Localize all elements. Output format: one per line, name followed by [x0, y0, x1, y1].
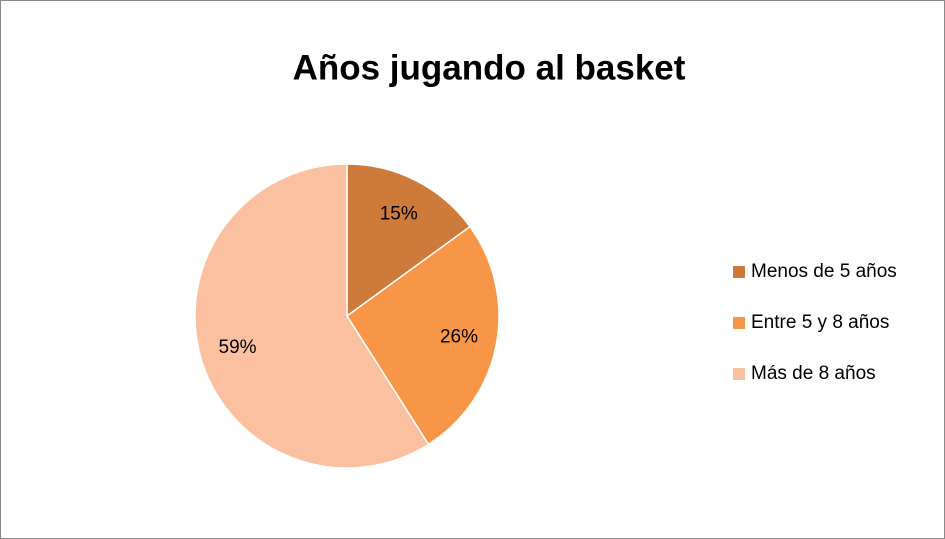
legend-label: Menos de 5 años — [751, 261, 897, 282]
legend-swatch — [733, 317, 745, 329]
legend-swatch — [733, 368, 745, 380]
pie-slice — [194, 163, 430, 469]
legend-label: Entre 5 y 8 años — [751, 312, 889, 333]
legend-label: Más de 8 años — [751, 363, 876, 384]
data-label: 59% — [219, 337, 257, 358]
pie-slice — [345, 225, 500, 446]
data-label: 26% — [440, 326, 478, 347]
pie-slice — [346, 163, 472, 318]
chart-title: Años jugando al basket — [293, 48, 686, 87]
legend-swatch — [733, 266, 745, 278]
data-label: 15% — [380, 203, 418, 224]
